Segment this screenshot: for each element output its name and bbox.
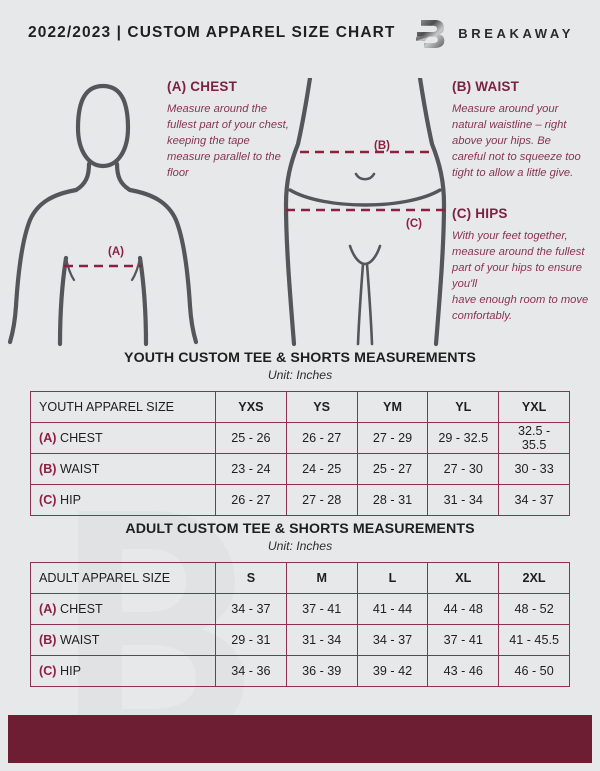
adult-r0-c2: 41 - 44 [356,593,429,625]
adult-r0-c0: 34 - 37 [215,593,287,625]
callout-hips-title: (C) HIPS [452,206,508,221]
adult-table-unit: Unit: Inches [267,539,333,553]
adult-r2-c4: 46 - 50 [498,655,570,687]
row-label-text: WAIST [59,633,100,647]
callout-hips-body: With your feet together, measure around … [452,230,589,323]
table-row: (B) WAIST 23 - 24 24 - 25 25 - 27 27 - 3… [30,453,570,485]
youth-r1-c2: 25 - 27 [356,453,429,485]
youth-r2-c3: 31 - 34 [427,484,500,516]
page-header: 2022/2023 | CUSTOM APPAREL SIZE CHART BR… [0,0,600,66]
youth-col-2: YM [356,391,429,423]
page-title: 2022/2023 | CUSTOM APPAREL SIZE CHART [28,24,396,41]
youth-size-table: YOUTH APPAREL SIZE YXS YS YM YL YXL (A) … [30,391,570,516]
breakaway-b-logo-icon [415,17,445,49]
youth-row-1-label: (B) WAIST [30,453,216,485]
adult-row-0-label: (A) CHEST [30,593,216,625]
youth-r2-c4: 34 - 37 [498,484,570,516]
youth-r2-c0: 26 - 27 [215,484,287,516]
callout-chest-title: (A) CHEST [167,79,238,94]
adult-r2-c0: 34 - 36 [215,655,287,687]
footer-bar [8,715,592,763]
brand-lockup: BREAKAWAY [415,17,574,49]
callout-waist-body: Measure around your natural waistline – … [452,103,581,180]
adult-size-table-block: ADULT CUSTOM TEE & SHORTS MEASUREMENTS U… [0,521,600,687]
adult-col-3: XL [427,562,500,594]
youth-col-0: YXS [215,391,287,423]
adult-r2-c2: 39 - 42 [356,655,429,687]
table-row: (C) HIP 34 - 36 36 - 39 39 - 42 43 - 46 … [30,655,570,687]
lower-body-figure [283,78,448,347]
adult-r2-c1: 36 - 39 [285,655,358,687]
adult-col-2: L [356,562,429,594]
navel-mark [354,172,376,181]
adult-r1-c4: 41 - 45.5 [498,624,570,656]
callout-chest-body: Measure around the fullest part of your … [167,103,289,180]
callout-chest: (A) CHEST Measure around the fullest par… [167,79,292,181]
adult-row-label-header: ADULT APPAREL SIZE [30,562,216,594]
table-header-row: YOUTH APPAREL SIZE YXS YS YM YL YXL [30,391,570,423]
waist-marker-label: (B) [374,140,390,152]
adult-col-1: M [285,562,358,594]
row-tag: (A) [39,602,57,616]
youth-r0-c4: 32.5 - 35.5 [498,422,570,454]
youth-r2-c2: 28 - 31 [356,484,429,516]
adult-r0-c3: 44 - 48 [427,593,500,625]
row-tag: (B) [39,462,57,476]
row-tag: (C) [39,493,57,507]
row-tag: (A) [39,431,57,445]
youth-table-title: YOUTH CUSTOM TEE & SHORTS MEASUREMENTS [124,350,476,366]
row-tag: (C) [39,664,57,678]
adult-r0-c1: 37 - 41 [285,593,358,625]
adult-col-0: S [215,562,287,594]
row-label-text: CHEST [59,602,103,616]
youth-r1-c3: 27 - 30 [427,453,500,485]
youth-row-0-label: (A) CHEST [30,422,216,454]
row-tag: (B) [39,633,57,647]
row-label-text: CHEST [59,431,103,445]
row-label-text: WAIST [59,462,100,476]
upper-body-figure [8,83,198,347]
hip-marker-label: (C) [406,218,422,230]
brand-name: BREAKAWAY [458,25,574,41]
youth-r2-c1: 27 - 28 [285,484,358,516]
youth-table-unit: Unit: Inches [267,368,333,382]
youth-size-table-block: YOUTH CUSTOM TEE & SHORTS MEASUREMENTS U… [0,350,600,516]
youth-row-label-header: YOUTH APPAREL SIZE [30,391,216,423]
adult-col-4: 2XL [498,562,570,594]
youth-r0-c2: 27 - 29 [356,422,429,454]
youth-r1-c1: 24 - 25 [285,453,358,485]
row-label-text: HIP [59,664,81,678]
adult-row-1-label: (B) WAIST [30,624,216,656]
youth-r0-c1: 26 - 27 [285,422,358,454]
adult-r1-c0: 29 - 31 [215,624,287,656]
adult-r1-c1: 31 - 34 [285,624,358,656]
youth-col-3: YL [427,391,500,423]
table-row: (A) CHEST 25 - 26 26 - 27 27 - 29 29 - 3… [30,422,570,454]
adult-r0-c4: 48 - 52 [498,593,570,625]
table-row: (C) HIP 26 - 27 27 - 28 28 - 31 31 - 34 … [30,484,570,516]
adult-row-2-label: (C) HIP [30,655,216,687]
measurement-illustration: (A) (B) (C) (A) CHEST Measure around the… [0,66,600,348]
callout-waist-title: (B) WAIST [452,79,520,94]
youth-r0-c0: 25 - 26 [215,422,287,454]
callout-hips: (C) HIPS With your feet together, measur… [452,206,592,324]
adult-size-table: ADULT APPAREL SIZE S M L XL 2XL (A) CHES… [30,562,570,687]
youth-col-4: YXL [498,391,570,423]
adult-r2-c3: 43 - 46 [427,655,500,687]
youth-row-2-label: (C) HIP [30,484,216,516]
adult-table-title: ADULT CUSTOM TEE & SHORTS MEASUREMENTS [125,521,475,537]
youth-r1-c4: 30 - 33 [498,453,570,485]
table-header-row: ADULT APPAREL SIZE S M L XL 2XL [30,562,570,594]
youth-r0-c3: 29 - 32.5 [427,422,500,454]
table-row: (B) WAIST 29 - 31 31 - 34 34 - 37 37 - 4… [30,624,570,656]
youth-col-1: YS [285,391,358,423]
adult-r1-c2: 34 - 37 [356,624,429,656]
chest-marker-label: (A) [108,246,124,258]
youth-r1-c0: 23 - 24 [215,453,287,485]
adult-r1-c3: 37 - 41 [427,624,500,656]
callout-waist: (B) WAIST Measure around your natural wa… [452,79,587,181]
row-label-text: HIP [59,493,81,507]
table-row: (A) CHEST 34 - 37 37 - 41 41 - 44 44 - 4… [30,593,570,625]
